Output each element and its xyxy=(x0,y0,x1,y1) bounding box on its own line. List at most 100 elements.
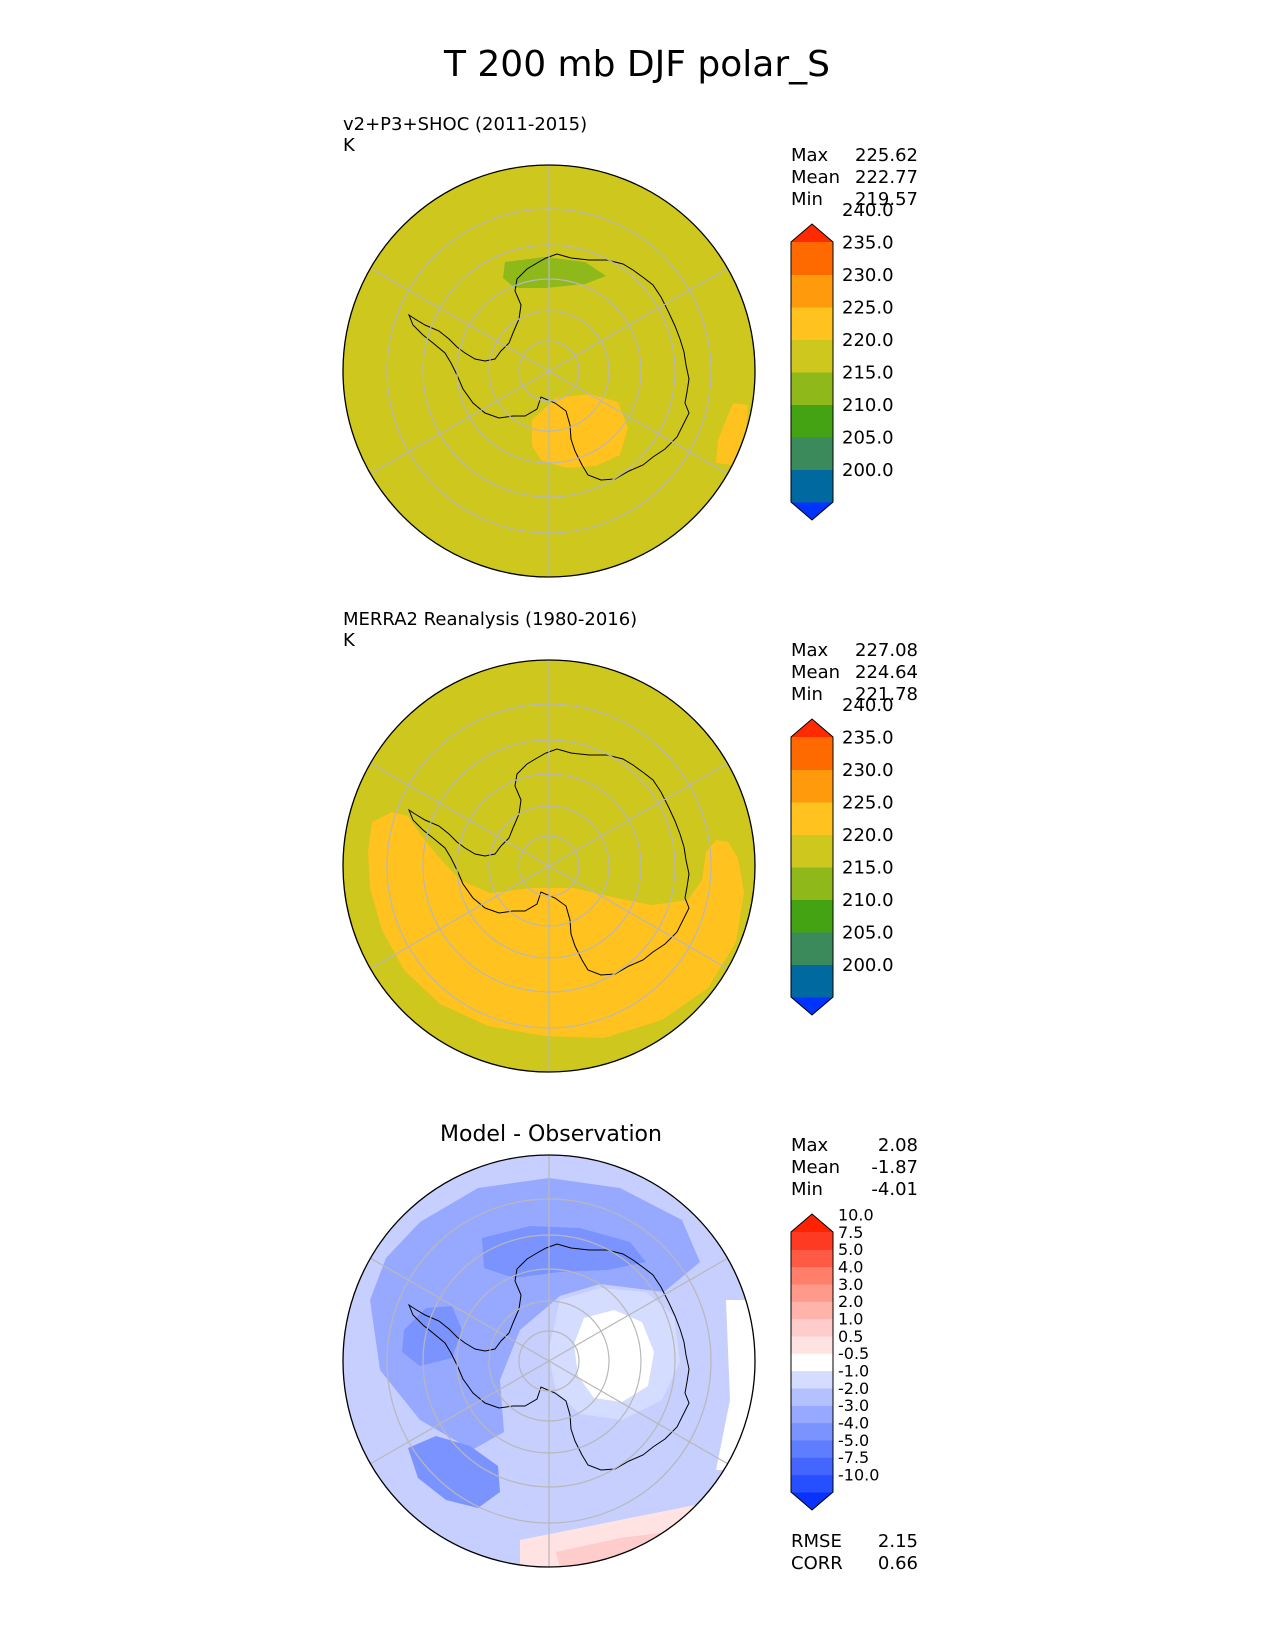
panel-model: v2+P3+SHOC (2011-2015) K Max 225.62 Mean… xyxy=(342,114,918,578)
colorbar-tick-label: 200.0 xyxy=(842,460,894,481)
stat-label: Min xyxy=(791,189,823,210)
colorbar-tick-label: 0.5 xyxy=(838,1327,863,1346)
stat-value: 2.08 xyxy=(878,1135,918,1156)
colorbar-segment xyxy=(791,372,833,405)
panel-model-map-frame xyxy=(342,164,756,578)
colorbar-tick-label: 210.0 xyxy=(842,890,894,911)
panel-diff: Model - Observation Max xyxy=(342,1122,918,1574)
stat-label: RMSE xyxy=(791,1531,842,1552)
colorbar-tick-label: -5.0 xyxy=(838,1431,869,1450)
panel-obs-map-frame xyxy=(342,659,756,1073)
panel-diff-gridlines xyxy=(369,1155,729,1567)
colorbar-segment xyxy=(791,1440,833,1458)
colorbar-outline xyxy=(790,1213,834,1511)
stat-value: 0.66 xyxy=(878,1553,918,1574)
colorbar-segment xyxy=(791,404,833,438)
colorbar-extend-min xyxy=(791,997,833,1015)
panel-model-warm-edge xyxy=(716,403,748,465)
colorbar-segment xyxy=(791,1249,833,1268)
panel-obs-gridlines xyxy=(369,660,729,1072)
colorbar-segment xyxy=(791,1370,833,1389)
stat-label: Max xyxy=(791,640,829,661)
colorbar-tick-label: 10.0 xyxy=(838,1205,874,1224)
colorbar-segment xyxy=(791,1301,833,1320)
colorbar-segment xyxy=(791,1353,833,1372)
panel-diff-stats: Max 2.08 Mean -1.87 Min -4.01 xyxy=(791,1135,918,1200)
colorbar-tick-label: 225.0 xyxy=(842,297,894,318)
colorbar-segment xyxy=(791,1405,833,1424)
colorbar-tick-label: 5.0 xyxy=(838,1240,863,1259)
panel-obs-title: MERRA2 Reanalysis (1980-2016) xyxy=(343,609,637,630)
colorbar-tick-label: 230.0 xyxy=(842,265,894,286)
colorbar-tick-label: 2.0 xyxy=(838,1292,863,1311)
colorbar-segment xyxy=(791,737,833,770)
colorbar-tick-label: -10.0 xyxy=(838,1465,879,1484)
colorbar-segment xyxy=(791,964,833,998)
colorbar-segment xyxy=(791,1318,833,1337)
panel-obs-stats: Max 227.08 Mean 224.64 Min 221.78 xyxy=(791,640,918,705)
colorbar-tick-label: 220.0 xyxy=(842,825,894,846)
colorbar-tick-label: 3.0 xyxy=(838,1275,863,1294)
stat-value: 2.15 xyxy=(878,1531,918,1552)
stat-value: 222.77 xyxy=(855,167,918,188)
colorbar-extend-max xyxy=(791,1214,833,1232)
panel-diff-map-frame xyxy=(342,1154,756,1568)
panel-obs-warm-band xyxy=(368,812,744,1038)
panel-diff-title: Model - Observation xyxy=(440,1122,662,1147)
figure-title: T 200 mb DJF polar_S xyxy=(443,44,830,85)
colorbar-segment xyxy=(791,899,833,933)
colorbar-segment xyxy=(791,307,833,340)
stat-label: Max xyxy=(791,1135,829,1156)
panel-obs-colorbar: 200.0 205.0 210.0 215.0 220.0 225.0 230.0 235.0… xyxy=(790,695,894,1016)
colorbar-tick-label: 235.0 xyxy=(842,727,894,748)
stat-value: 225.62 xyxy=(855,145,918,166)
colorbar-segment xyxy=(791,867,833,900)
stat-label: Mean xyxy=(791,1157,840,1178)
colorbar-segment xyxy=(791,1457,833,1476)
panel-model-title: v2+P3+SHOC (2011-2015) xyxy=(343,114,587,135)
stat-value: 224.64 xyxy=(855,662,918,683)
colorbar-tick-label: 215.0 xyxy=(842,857,894,878)
colorbar-segment xyxy=(791,437,833,470)
panel-diff-neg3-north xyxy=(482,1226,646,1278)
stat-label: Mean xyxy=(791,662,840,683)
colorbar-tick-label: -1.0 xyxy=(838,1361,869,1380)
colorbar-outline xyxy=(790,223,834,521)
colorbar-tick-label: 240.0 xyxy=(842,695,894,716)
colorbar-segment xyxy=(791,339,833,373)
stat-value: -4.01 xyxy=(871,1179,918,1200)
colorbar-segment xyxy=(791,1422,833,1441)
colorbar-tick-label: 240.0 xyxy=(842,200,894,221)
colorbar-tick-label: 205.0 xyxy=(842,427,894,448)
panel-model-colorbar: 200.0 205.0 210.0 215.0 220.0 225.0 230.0 235.0… xyxy=(790,200,894,521)
colorbar-tick-label: 225.0 xyxy=(842,792,894,813)
colorbar-segment xyxy=(791,469,833,503)
colorbar-segment xyxy=(791,1284,833,1302)
panel-diff-extra-stats: RMSE 2.15 CORR 0.66 xyxy=(791,1531,918,1574)
colorbar-tick-label: 215.0 xyxy=(842,362,894,383)
colorbar-tick-label: 235.0 xyxy=(842,232,894,253)
colorbar-outline xyxy=(790,718,834,1016)
colorbar-tick-label: 7.5 xyxy=(838,1223,863,1242)
panel-diff-near-zero-zone xyxy=(574,1310,654,1402)
stat-label: Min xyxy=(791,1179,823,1200)
stat-label: Max xyxy=(791,145,829,166)
colorbar-tick-label: 210.0 xyxy=(842,395,894,416)
colorbar-tick-label: -7.5 xyxy=(838,1448,869,1467)
stat-value: 219.57 xyxy=(855,189,918,210)
colorbar-tick-label: -0.5 xyxy=(838,1344,869,1363)
colorbar-tick-label: 230.0 xyxy=(842,760,894,781)
stat-label: CORR xyxy=(791,1553,843,1574)
panel-obs: MERRA2 Reanalysis (1980-2016) K Max 227.… xyxy=(342,609,918,1073)
colorbar-segment xyxy=(791,274,833,308)
panel-diff-neg3-southwest xyxy=(408,1436,500,1508)
colorbar-extend-min xyxy=(791,502,833,520)
panel-obs-units: K xyxy=(343,630,356,651)
colorbar-segment xyxy=(791,1266,833,1285)
stat-label: Min xyxy=(791,684,823,705)
stat-value: 221.78 xyxy=(855,684,918,705)
colorbar-extend-max xyxy=(791,719,833,737)
panel-model-gridlines xyxy=(369,165,729,577)
colorbar-tick-label: 205.0 xyxy=(842,922,894,943)
